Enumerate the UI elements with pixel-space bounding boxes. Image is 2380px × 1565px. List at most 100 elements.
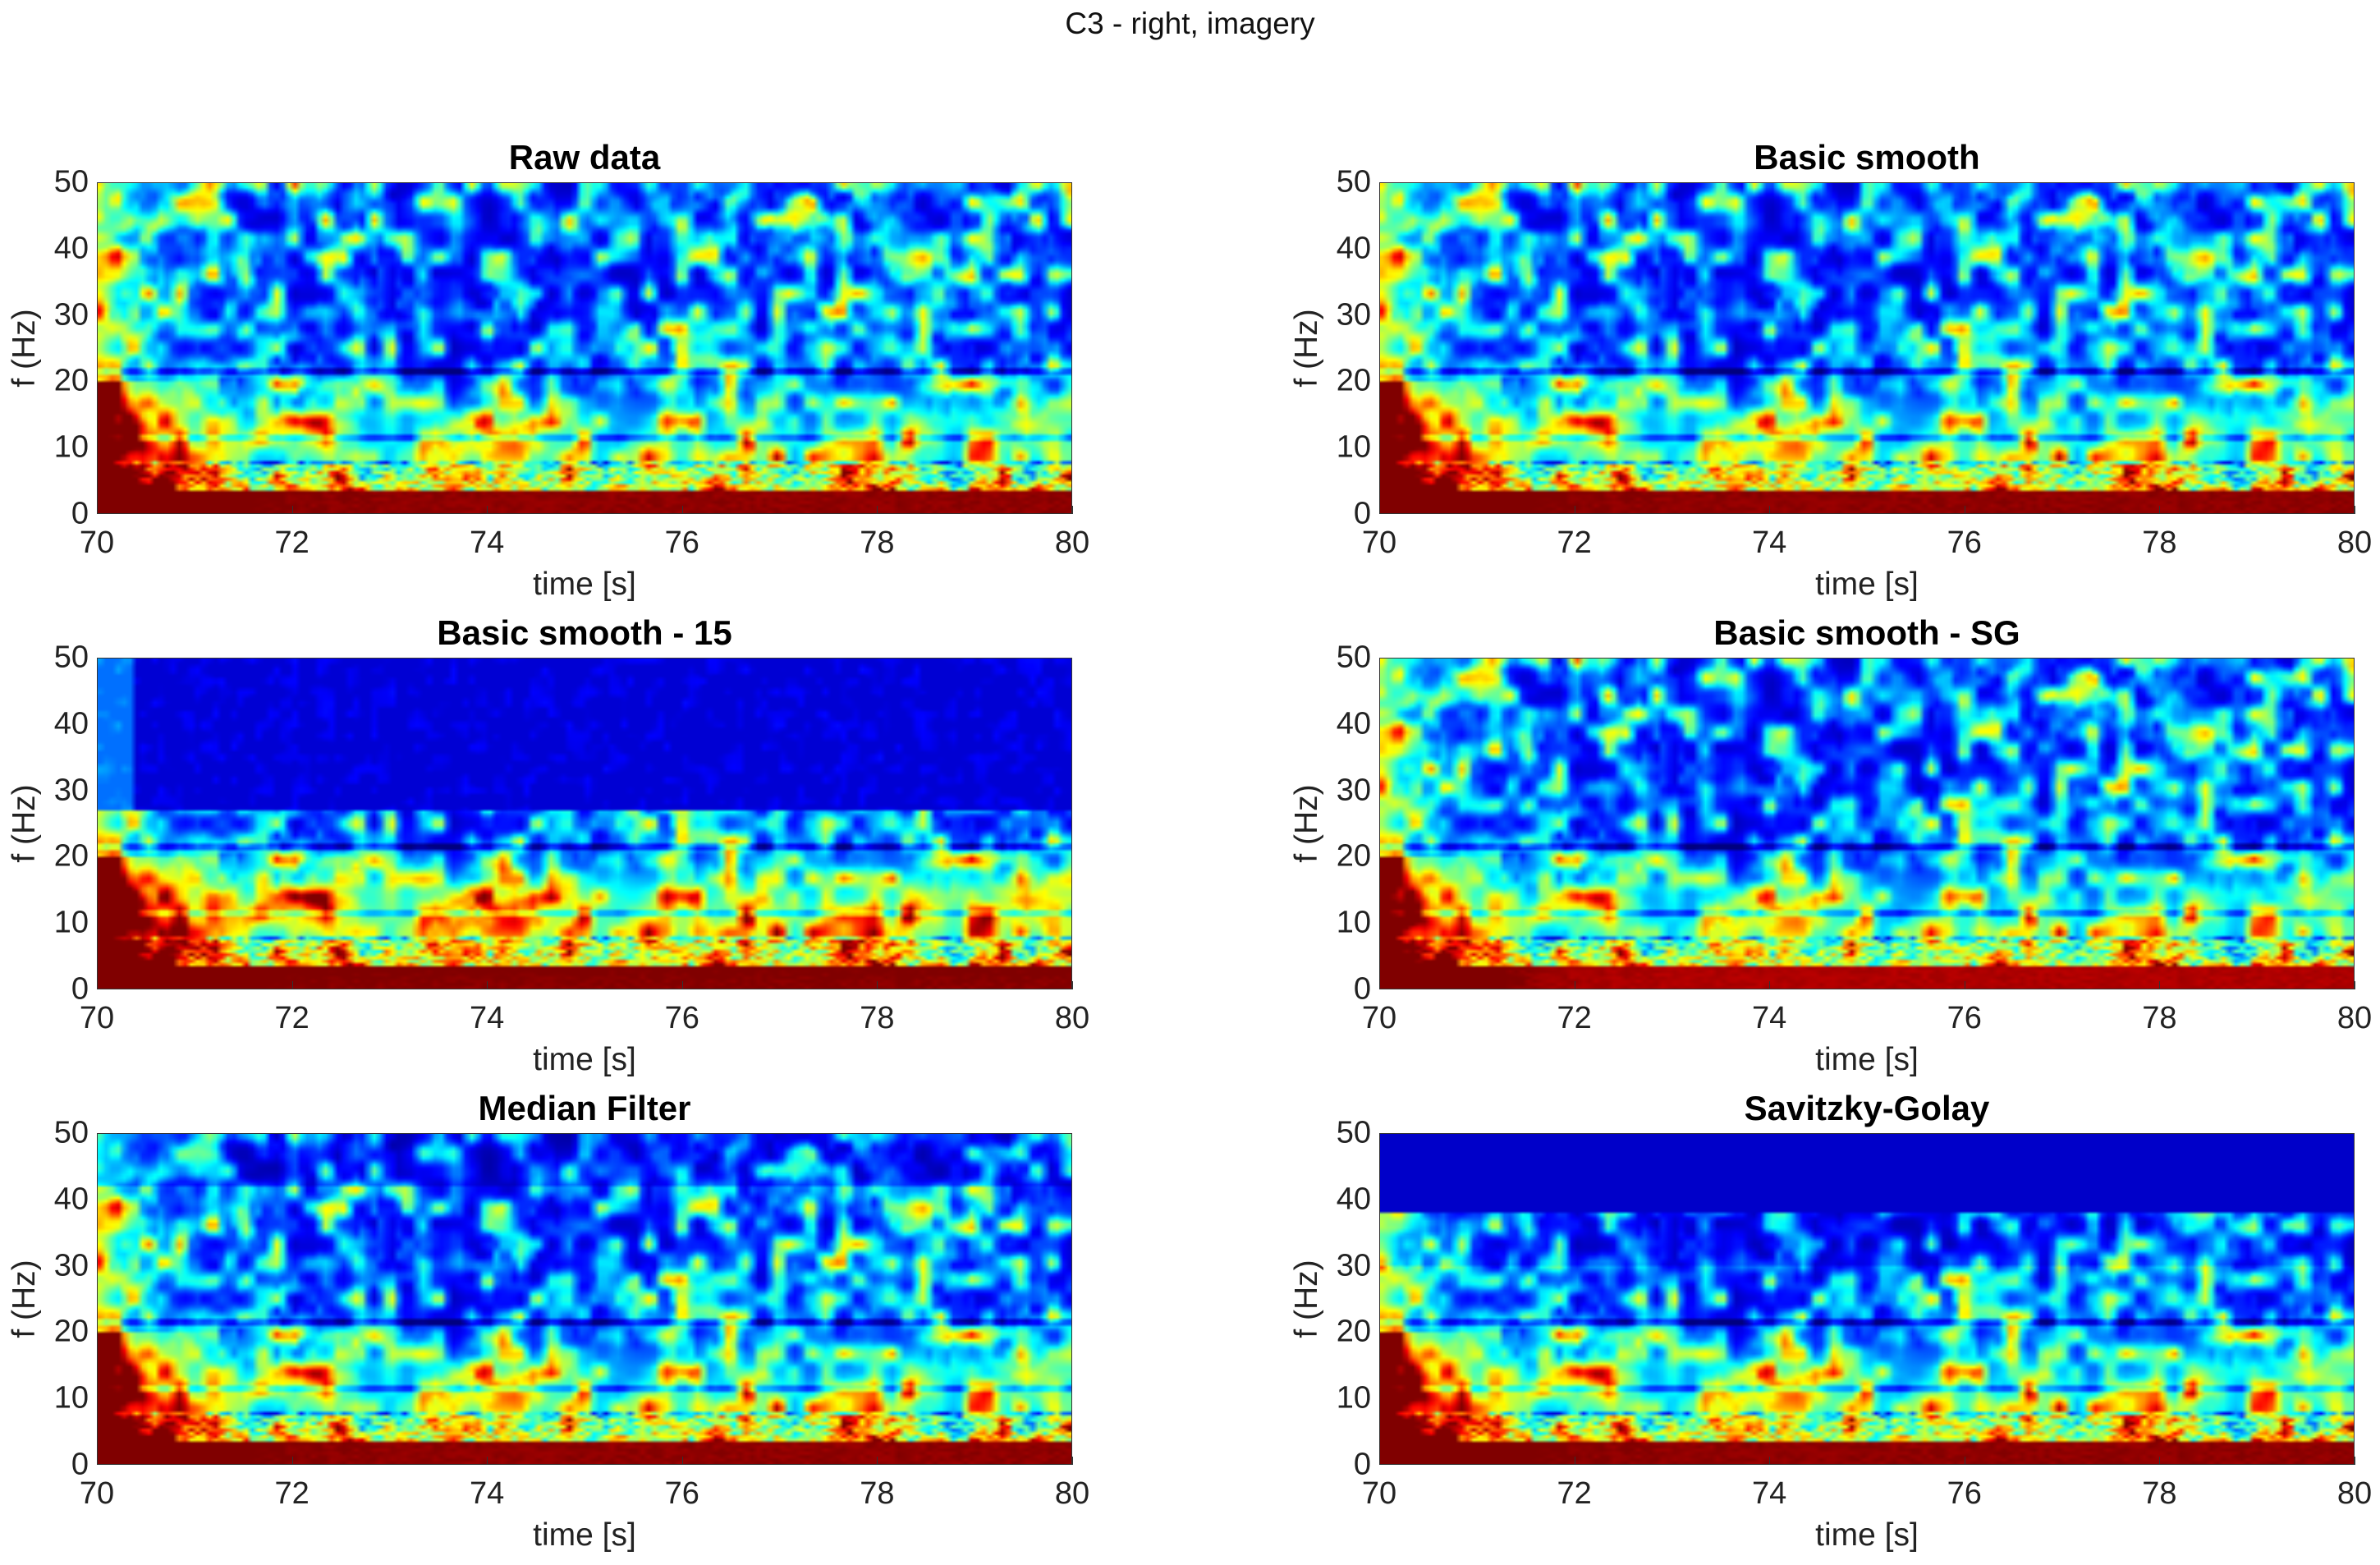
y-tick-label: 20	[53, 1314, 89, 1349]
x-tick-label: 80	[2336, 525, 2373, 560]
x-axis-label: time [s]	[1815, 1042, 1919, 1077]
x-tick-label: 74	[1752, 1001, 1787, 1035]
y-tick-label: 40	[53, 231, 89, 266]
y-tick-label: 30	[53, 297, 89, 333]
x-tick-mark	[1379, 981, 1380, 989]
y-tick-label: 30	[53, 1248, 89, 1283]
x-tick-mark	[877, 506, 878, 514]
y-tick-label: 0	[1353, 1447, 1371, 1482]
y-tick-label: 10	[53, 905, 89, 940]
y-tick-label: 40	[1336, 706, 1371, 741]
x-tick-label: 74	[470, 1476, 505, 1511]
x-tick-mark	[1072, 981, 1073, 989]
y-tick-label: 30	[1336, 1248, 1371, 1283]
x-tick-label: 72	[1557, 1476, 1592, 1511]
axes-frame	[97, 1133, 1072, 1465]
y-tick-label: 0	[71, 1447, 89, 1482]
x-tick-label: 70	[1361, 525, 1397, 560]
x-tick-label: 78	[860, 525, 895, 560]
plot-title: Median Filter	[478, 1089, 691, 1127]
spectrogram-heatmap	[1379, 658, 2355, 989]
plot-title: Savitzky-Golay	[1744, 1089, 1990, 1127]
x-tick-mark	[291, 1457, 293, 1465]
axes-frame	[1379, 182, 2355, 514]
spectrogram-heatmap	[97, 182, 1072, 514]
x-tick-label: 80	[1054, 1476, 1090, 1511]
y-tick-label: 20	[1336, 363, 1371, 398]
x-tick-mark	[97, 1457, 98, 1465]
x-tick-mark	[681, 506, 683, 514]
x-tick-mark	[877, 981, 878, 989]
y-tick-label: 10	[53, 429, 89, 465]
x-tick-mark	[97, 981, 98, 989]
axes-frame	[1379, 658, 2355, 989]
x-tick-mark	[487, 1457, 488, 1465]
y-tick-label: 30	[53, 773, 89, 808]
y-tick-label: 40	[53, 1182, 89, 1217]
x-tick-mark	[1072, 506, 1073, 514]
x-tick-label: 74	[470, 1001, 505, 1035]
spectrogram-heatmap	[97, 1133, 1072, 1465]
y-tick-label: 20	[1336, 1314, 1371, 1349]
y-tick-label: 40	[1336, 1182, 1371, 1217]
y-tick-label: 10	[1336, 429, 1371, 465]
x-axis-label: time [s]	[533, 567, 636, 602]
x-axis-label: time [s]	[533, 1517, 636, 1553]
axes-frame	[97, 182, 1072, 514]
x-tick-mark	[1769, 1457, 1771, 1465]
x-tick-mark	[2159, 506, 2161, 514]
x-tick-label: 76	[1947, 1476, 1982, 1511]
y-tick-label: 10	[1336, 905, 1371, 940]
x-tick-mark	[2159, 1457, 2161, 1465]
spectrogram-heatmap	[1379, 182, 2355, 514]
y-tick-label: 30	[1336, 297, 1371, 333]
x-tick-mark	[97, 506, 98, 514]
x-axis-label: time [s]	[1815, 1517, 1919, 1553]
x-tick-label: 78	[2142, 1476, 2177, 1511]
x-tick-label: 78	[860, 1476, 895, 1511]
x-tick-label: 76	[664, 1001, 699, 1035]
x-tick-label: 76	[664, 525, 699, 560]
y-axis-label: f (Hz)	[1289, 784, 1324, 863]
y-tick-label: 20	[53, 363, 89, 398]
x-tick-label: 70	[1361, 1476, 1397, 1511]
x-tick-label: 78	[2142, 1001, 2177, 1035]
x-tick-label: 76	[1947, 1001, 1982, 1035]
x-tick-label: 70	[79, 525, 115, 560]
plot-title: Raw data	[508, 138, 661, 177]
y-tick-label: 50	[53, 164, 89, 200]
y-axis-label: f (Hz)	[1289, 1260, 1324, 1338]
x-tick-mark	[877, 1457, 878, 1465]
y-axis-label: f (Hz)	[7, 784, 42, 863]
x-tick-mark	[487, 506, 488, 514]
x-tick-mark	[681, 1457, 683, 1465]
x-tick-label: 70	[79, 1476, 115, 1511]
x-tick-label: 74	[1752, 1476, 1787, 1511]
plot-title: Basic smooth - 15	[437, 613, 732, 652]
x-tick-label: 74	[1752, 525, 1787, 560]
x-tick-label: 72	[274, 525, 310, 560]
y-tick-label: 50	[1336, 640, 1371, 675]
x-axis-label: time [s]	[1815, 567, 1919, 602]
x-tick-label: 78	[860, 1001, 895, 1035]
axes-frame	[97, 658, 1072, 989]
plot-title: Basic smooth	[1754, 138, 1980, 177]
y-tick-label: 20	[53, 838, 89, 874]
y-tick-label: 10	[1336, 1380, 1371, 1416]
x-tick-mark	[2159, 981, 2161, 989]
y-axis-label: f (Hz)	[7, 1260, 42, 1338]
plot-title: Basic smooth - SG	[1713, 613, 2020, 652]
x-tick-label: 76	[1947, 525, 1982, 560]
y-tick-label: 0	[71, 496, 89, 531]
y-tick-label: 40	[1336, 231, 1371, 266]
spectrogram-heatmap	[1379, 1133, 2355, 1465]
x-tick-label: 74	[470, 525, 505, 560]
y-tick-label: 0	[1353, 971, 1371, 1007]
x-tick-label: 80	[1054, 1001, 1090, 1035]
y-tick-label: 50	[53, 640, 89, 675]
y-tick-label: 30	[1336, 773, 1371, 808]
figure-title: C3 - right, imagery	[1065, 7, 1315, 40]
x-tick-mark	[291, 506, 293, 514]
x-tick-mark	[1379, 1457, 1380, 1465]
